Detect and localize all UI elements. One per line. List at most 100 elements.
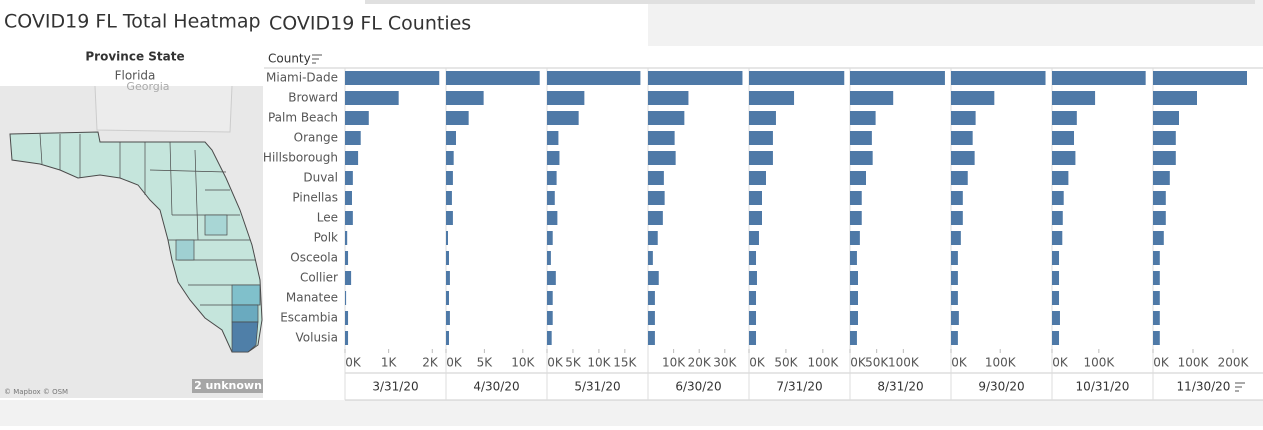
map-panel: COVID19 FL Total Heatmap Province State …	[0, 11, 263, 398]
bar	[547, 91, 585, 105]
y-tick-label: Polk	[314, 231, 338, 245]
bar	[1153, 71, 1247, 85]
bar	[446, 331, 449, 345]
hillsborough-county[interactable]	[175, 239, 195, 261]
bottom-bar	[0, 400, 1263, 426]
y-tick-label: Lee	[317, 211, 338, 225]
x-axis-date: 3/31/20	[372, 380, 418, 394]
bar	[1052, 311, 1060, 325]
bar	[850, 231, 860, 245]
bar	[345, 311, 349, 325]
x-tick-label: 2K	[422, 356, 439, 370]
top-bar	[648, 0, 1263, 46]
legend-value: Florida	[115, 69, 156, 83]
bar	[1052, 331, 1060, 345]
x-tick-label: 100K	[888, 356, 920, 370]
bar	[850, 311, 858, 325]
x-tick-label: 50K	[774, 356, 798, 370]
bar	[446, 71, 540, 85]
bar	[850, 71, 945, 85]
y-tick-label: Pinellas	[292, 191, 338, 205]
x-tick-label: 100K	[985, 356, 1017, 370]
map-title: COVID19 FL Total Heatmap	[4, 11, 261, 33]
sort-icon[interactable]	[312, 54, 322, 64]
bar	[1153, 111, 1179, 125]
bar	[1153, 171, 1170, 185]
bar	[345, 111, 369, 125]
bar	[850, 111, 876, 125]
unknown-badge[interactable]	[192, 379, 263, 393]
y-tick-label: Collier	[300, 271, 338, 285]
bar	[648, 71, 743, 85]
bar	[749, 91, 795, 105]
bar	[749, 251, 757, 265]
bar	[1153, 251, 1160, 265]
bar	[446, 211, 453, 225]
bar	[1153, 291, 1160, 305]
bar	[1052, 271, 1060, 285]
x-tick-label: 0K	[547, 356, 564, 370]
x-tick-label: 0K	[345, 356, 362, 370]
miami-dade-county[interactable]	[231, 321, 259, 353]
y-tick-label: Duval	[303, 171, 338, 185]
x-tick-label: 10K	[511, 356, 535, 370]
bar	[951, 71, 1046, 85]
palm-county[interactable]	[231, 304, 259, 323]
sort-icon[interactable]	[1235, 382, 1245, 392]
bar	[446, 151, 454, 165]
x-axis-date: 6/30/20	[675, 380, 721, 394]
y-tick-label: Volusia	[296, 331, 339, 345]
bar	[951, 291, 958, 305]
bar	[951, 251, 958, 265]
x-tick-label: 200K	[1218, 356, 1250, 370]
florida-map[interactable]	[9, 131, 263, 353]
bar	[1052, 211, 1063, 225]
bar	[345, 211, 353, 225]
bar	[1153, 131, 1176, 145]
bar	[446, 311, 450, 325]
neighbor-label: Georgia	[126, 80, 169, 93]
bar	[1153, 331, 1160, 345]
bar	[547, 291, 553, 305]
bar	[850, 171, 866, 185]
bar	[1052, 71, 1146, 85]
bar	[749, 331, 757, 345]
unknown-badge-label[interactable]: 2 unknown	[194, 379, 262, 392]
bar	[547, 171, 557, 185]
bar	[1052, 111, 1077, 125]
bar	[547, 231, 553, 245]
bar	[1153, 311, 1160, 325]
x-tick-label: 0K	[446, 356, 463, 370]
x-tick-label: 20K	[688, 356, 712, 370]
bar	[1052, 191, 1064, 205]
bar	[749, 191, 762, 205]
y-tick-label: Osceola	[290, 251, 338, 265]
bar	[850, 131, 872, 145]
bar	[951, 171, 968, 185]
bar	[1153, 211, 1166, 225]
orange-county[interactable]	[204, 214, 228, 236]
bar	[1052, 171, 1069, 185]
bar	[1052, 231, 1063, 245]
bar	[1153, 151, 1176, 165]
bar	[951, 191, 963, 205]
bar	[547, 131, 559, 145]
bar	[1052, 251, 1060, 265]
x-axis-date: 10/31/20	[1076, 380, 1130, 394]
bar	[345, 231, 348, 245]
bar	[648, 291, 655, 305]
georgia-border	[94, 85, 233, 133]
bar	[547, 71, 641, 85]
bar	[446, 111, 469, 125]
broward-county[interactable]	[231, 284, 261, 306]
bar	[648, 271, 659, 285]
bar	[446, 91, 484, 105]
x-tick-label: 1K	[381, 356, 398, 370]
bar	[749, 311, 757, 325]
y-tick-label: Hillsborough	[263, 151, 338, 165]
bar	[1052, 131, 1075, 145]
bar	[547, 191, 555, 205]
bar	[951, 331, 958, 345]
x-tick-label: 30K	[713, 356, 737, 370]
